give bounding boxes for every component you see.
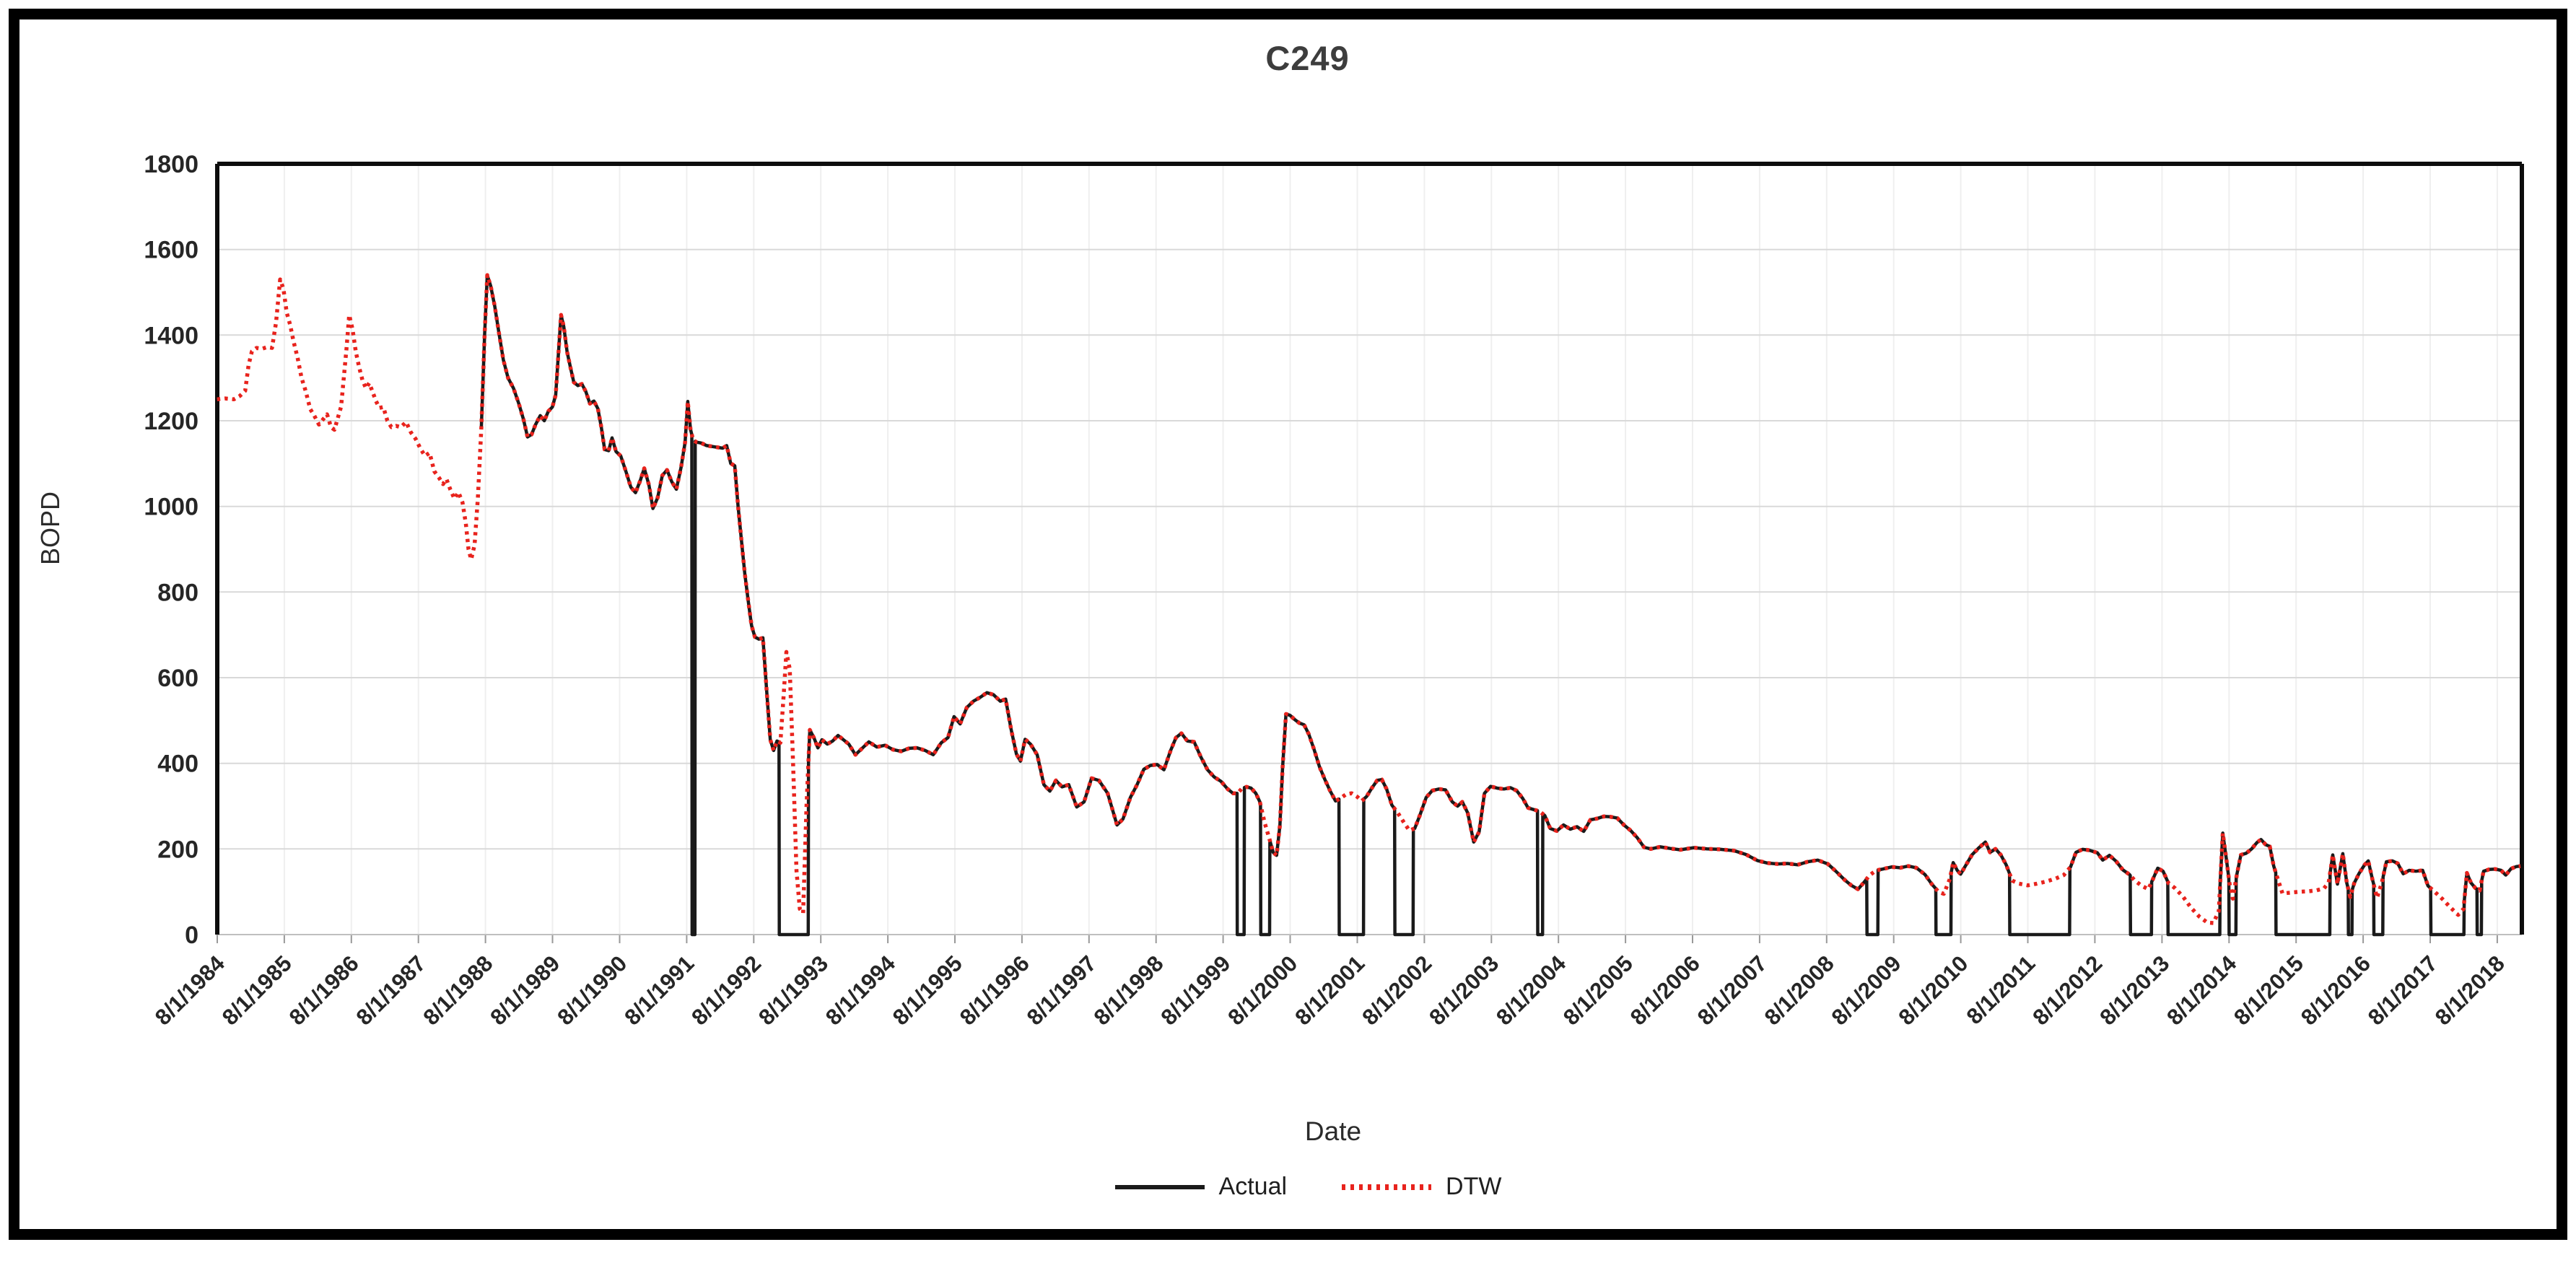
svg-text:8/1/1988: 8/1/1988 (418, 950, 497, 1030)
svg-text:8/1/1990: 8/1/1990 (552, 950, 632, 1030)
svg-text:8/1/2009: 8/1/2009 (1827, 950, 1906, 1030)
dtw-line-sample (1342, 1184, 1432, 1190)
svg-text:8/1/1984: 8/1/1984 (150, 950, 230, 1031)
svg-text:8/1/2016: 8/1/2016 (2296, 950, 2375, 1030)
svg-text:8/1/2002: 8/1/2002 (1357, 950, 1436, 1030)
svg-text:8/1/1995: 8/1/1995 (888, 950, 967, 1030)
svg-text:8/1/2007: 8/1/2007 (1693, 950, 1772, 1030)
svg-text:1400: 1400 (144, 322, 198, 349)
svg-text:8/1/1986: 8/1/1986 (284, 950, 364, 1030)
actual-line-sample (1114, 1184, 1205, 1189)
svg-text:8/1/2014: 8/1/2014 (2162, 950, 2242, 1031)
legend-label-actual: Actual (1218, 1173, 1288, 1200)
svg-text:8/1/2003: 8/1/2003 (1424, 950, 1503, 1030)
svg-text:8/1/1989: 8/1/1989 (485, 950, 564, 1030)
svg-text:8/1/1997: 8/1/1997 (1022, 950, 1101, 1030)
svg-text:8/1/2013: 8/1/2013 (2095, 950, 2174, 1030)
svg-text:8/1/2004: 8/1/2004 (1491, 950, 1571, 1031)
svg-text:400: 400 (157, 751, 198, 778)
svg-text:8/1/1985: 8/1/1985 (217, 950, 297, 1030)
legend-label-dtw: DTW (1446, 1173, 1502, 1200)
chart-title: C249 (1265, 39, 1350, 77)
outer-frame: C249 8/1/1984 8/1/1985 8/1/1986 8/1/1987 8/1… (9, 9, 2567, 1240)
svg-text:800: 800 (157, 579, 198, 606)
legend: Actual DTW (19, 1173, 2576, 1201)
svg-text:8/1/2018: 8/1/2018 (2430, 950, 2510, 1030)
svg-text:600: 600 (157, 665, 198, 692)
legend-item-actual: Actual (1114, 1173, 1288, 1201)
svg-text:8/1/1996: 8/1/1996 (955, 950, 1034, 1030)
svg-text:0: 0 (185, 922, 198, 949)
svg-text:8/1/2017: 8/1/2017 (2363, 950, 2442, 1030)
legend-item-dtw: DTW (1340, 1173, 1501, 1201)
svg-text:8/1/2012: 8/1/2012 (2027, 950, 2107, 1030)
svg-text:8/1/2011: 8/1/2011 (1962, 950, 2040, 1029)
svg-text:8/1/1998: 8/1/1998 (1089, 950, 1169, 1030)
svg-text:8/1/2001: 8/1/2001 (1290, 950, 1369, 1030)
svg-text:8/1/2005: 8/1/2005 (1558, 950, 1638, 1030)
svg-text:8/1/1991: 8/1/1991 (619, 950, 699, 1030)
svg-text:8/1/1992: 8/1/1992 (686, 950, 766, 1030)
svg-text:8/1/2000: 8/1/2000 (1223, 950, 1302, 1030)
svg-text:1000: 1000 (144, 494, 198, 521)
svg-text:8/1/1994: 8/1/1994 (821, 950, 901, 1031)
x-axis-title: Date (1304, 1116, 1362, 1146)
svg-text:8/1/1999: 8/1/1999 (1156, 950, 1235, 1030)
svg-text:1800: 1800 (144, 151, 198, 178)
svg-text:1600: 1600 (144, 237, 198, 264)
svg-text:8/1/2010: 8/1/2010 (1893, 950, 1973, 1030)
svg-text:1200: 1200 (144, 408, 198, 435)
svg-text:8/1/2006: 8/1/2006 (1625, 950, 1705, 1030)
svg-text:200: 200 (157, 836, 198, 863)
svg-text:8/1/1993: 8/1/1993 (754, 950, 833, 1030)
y-axis-title: BOPD (35, 491, 65, 565)
svg-text:8/1/2015: 8/1/2015 (2229, 950, 2308, 1030)
svg-text:8/1/2008: 8/1/2008 (1760, 950, 1839, 1030)
plot-svg: 8/1/19848/1/19858/1/19868/1/19878/1/1988… (144, 151, 2524, 1031)
svg-text:8/1/1987: 8/1/1987 (352, 950, 431, 1030)
chart-container: C249 8/1/1984 8/1/1985 8/1/1986 8/1/1987 8/1… (19, 19, 2557, 1229)
